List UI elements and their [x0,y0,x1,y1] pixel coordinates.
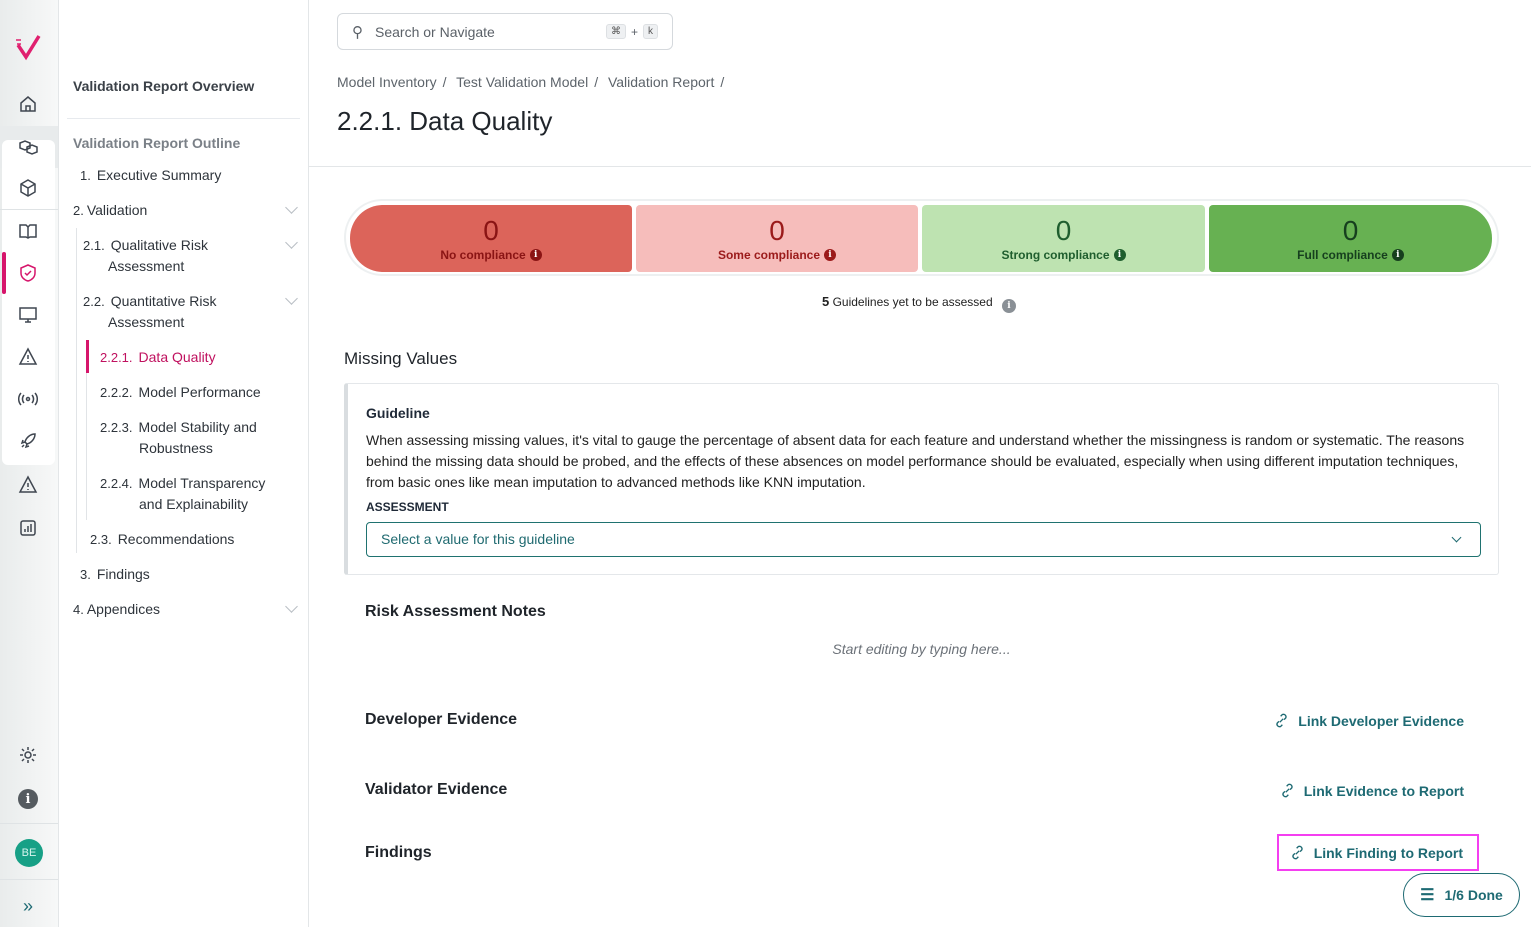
outline-item-appendices[interactable]: 4. Appendices [73,599,298,620]
rail-divider [0,823,58,824]
info-icon[interactable]: i [1391,248,1404,261]
home-icon[interactable] [17,93,39,115]
outline-item-model-transparency[interactable]: 2.2.4. Model Transparency and Explainabili… [100,475,266,512]
validator-evidence-title: Validator Evidence [365,781,508,798]
shortcut-plus: + [630,24,638,39]
link-icon [1282,783,1293,798]
section-title: Missing Values [344,349,458,368]
info-icon[interactable]: i [1113,248,1126,261]
shortcut-key: k [643,24,658,39]
main-content: ⚲ Search or Navigate ⌘ + k Model Invento… [309,0,1531,927]
outline-item-recommendations[interactable]: 2.3. Recommendations [90,531,235,547]
link-icon [1292,845,1303,860]
monitor-icon[interactable] [17,304,39,326]
compliance-full[interactable]: 0 Full compliance i [1209,205,1492,272]
info-icon[interactable]: i [17,788,39,810]
logo-icon[interactable] [14,33,42,61]
expand-icon[interactable]: » [22,895,33,916]
report-chart-icon[interactable] [17,517,39,539]
shortcut-key: ⌘ [605,24,626,39]
assessment-label: ASSESSMENT [366,500,449,514]
guideline-text: When assessing missing values, it's vita… [366,432,1465,490]
assessment-select[interactable]: Select a value for this guideline [366,522,1481,557]
chevron-down-icon[interactable] [285,201,298,214]
search-icon: ⚲ [352,23,363,41]
chevron-down-icon[interactable] [285,236,298,249]
label: Strong compliance [1001,247,1110,262]
book-icon[interactable] [17,220,39,242]
list-icon: ☰ [1420,887,1435,904]
icon-rail: i BE » [0,0,59,927]
guidelines-remaining: 5 Guidelines yet to be assessed i [309,294,1529,313]
chevron-down-icon [1451,532,1462,543]
notes-title: Risk Assessment Notes [365,603,546,620]
search-input[interactable]: ⚲ Search or Navigate ⌘ + k [337,13,673,50]
info-icon[interactable]: i [1002,299,1017,313]
breadcrumb: Model Inventory / Test Validation Model / … [337,74,730,90]
count: 0 [769,214,785,246]
shield-check-icon[interactable] [17,262,39,284]
breadcrumb-link[interactable]: Test Validation Model [456,74,589,90]
breadcrumb-sep: / [720,74,725,90]
chevron-down-icon[interactable] [285,292,298,305]
label: Some compliance [717,247,821,262]
outline-item-quantitative[interactable]: 2.2. Quantitative Risk Assessment [83,291,298,333]
label: No compliance [440,247,526,262]
findings-title: Findings [365,844,432,861]
rail-divider [0,879,58,880]
search-placeholder: Search or Navigate [375,23,495,40]
guideline-card: Guideline When assessing missing values,… [344,383,1499,575]
avatar[interactable]: BE [15,839,43,867]
outline-item-findings[interactable]: 3. Findings [80,566,150,582]
info-icon[interactable]: i [529,248,542,261]
compliance-none[interactable]: 0 No compliance i [350,205,632,272]
breadcrumb-link[interactable]: Validation Report [607,74,715,90]
outline-item-data-quality[interactable]: 2.2.1. Data Quality [100,349,216,365]
breadcrumb-sep: / [442,74,447,90]
count: 0 [1055,214,1072,246]
outline-item-model-performance[interactable]: 2.2.2. Model Performance [100,384,261,400]
count: 0 [1342,214,1359,246]
count: 0 [483,214,499,246]
outline-item-executive-summary[interactable]: 1. Executive Summary [80,167,222,183]
compliance-summary: 0 No compliance i 0 Some compliance i 0 Stron… [344,199,1499,276]
active-indicator [2,252,6,294]
outline-item-qualitative[interactable]: 2.1. Qualitative Risk Assessment [83,235,298,277]
divider [67,118,300,119]
progress-button[interactable]: ☰ 1/6 Done [1403,873,1520,917]
breadcrumb-link[interactable]: Model Inventory [337,74,437,90]
link-evidence-button[interactable]: Link Evidence to Report [1279,782,1464,799]
rail-divider [0,209,58,210]
tree-line [76,228,77,553]
compliance-strong[interactable]: 0 Strong compliance i [922,205,1205,272]
rocket-icon[interactable] [17,430,39,452]
link-icon [1276,713,1287,728]
label: Full compliance [1297,247,1388,262]
page-title: 2.2.1. Data Quality [337,106,553,136]
overview-link[interactable]: Validation Report Overview [73,78,255,94]
header-divider [309,166,1531,167]
link-finding-button[interactable]: Link Finding to Report [1276,834,1479,871]
notes-editor[interactable]: Start editing by typing here... [832,641,1011,657]
breadcrumb-sep: / [594,74,599,90]
active-marker [86,340,89,373]
alert-icon[interactable] [17,474,39,496]
developer-evidence-title: Developer Evidence [365,711,518,728]
outline-sidebar: Validation Report Overview Validation Re… [59,0,309,927]
info-icon[interactable]: i [824,248,837,261]
tree-line [86,340,87,520]
chevron-down-icon[interactable] [285,600,298,613]
guideline-label: Guideline [366,405,430,421]
outline-item-validation[interactable]: 2. Validation [73,200,298,221]
outline-item-model-stability[interactable]: 2.2.3. Model Stability and Robustness [100,419,257,456]
link-developer-evidence-button[interactable]: Link Developer Evidence [1273,712,1464,729]
outline-title: Validation Report Outline [73,135,241,151]
compliance-some[interactable]: 0 Some compliance i [636,205,918,272]
models-icon[interactable] [17,136,39,158]
settings-icon[interactable] [17,744,39,766]
broadcast-icon[interactable] [17,388,39,410]
cube-icon[interactable] [17,177,39,199]
warning-icon[interactable] [17,346,39,368]
